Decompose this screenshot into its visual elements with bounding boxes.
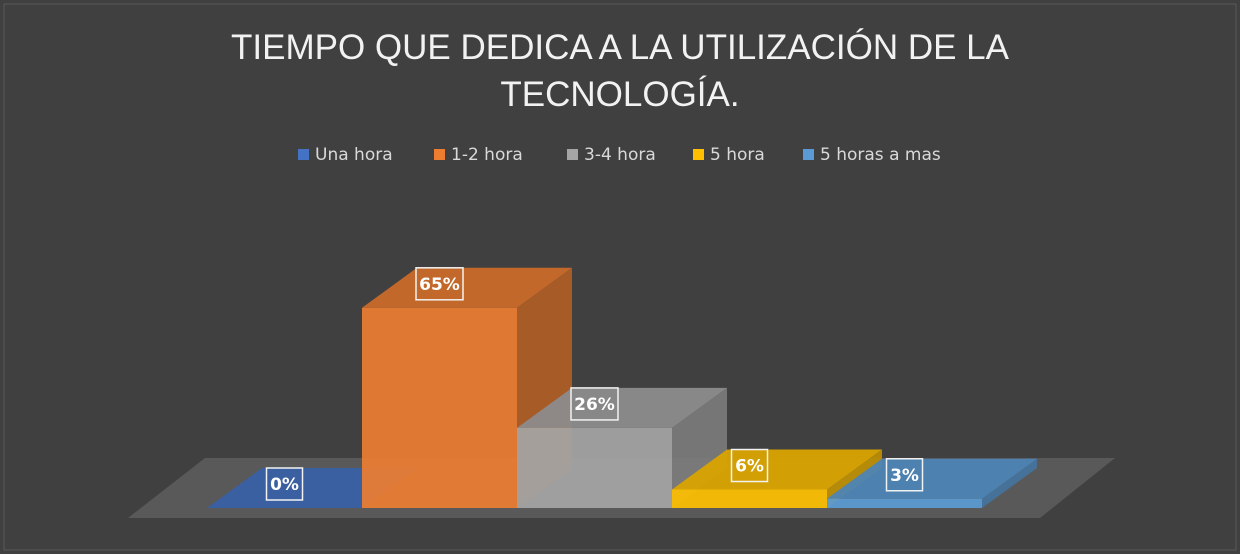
legend-label: 5 hora bbox=[710, 145, 765, 165]
legend-swatch bbox=[803, 149, 814, 160]
legend-swatch bbox=[567, 149, 578, 160]
legend-swatch bbox=[298, 149, 309, 160]
bar-face bbox=[982, 458, 1037, 508]
bar-face bbox=[517, 427, 672, 508]
data-label: 0% bbox=[270, 475, 299, 495]
bar-face bbox=[827, 498, 982, 508]
legend-swatch bbox=[434, 149, 445, 160]
data-label: 6% bbox=[735, 457, 764, 477]
bar-face bbox=[362, 307, 517, 508]
data-label-box bbox=[730, 448, 769, 483]
data-label-box bbox=[415, 267, 464, 301]
bar-face bbox=[362, 267, 572, 308]
legend-label: 3-4 hora bbox=[584, 145, 656, 165]
legend-label: Una hora bbox=[315, 145, 393, 165]
bar-face bbox=[517, 387, 727, 428]
bar bbox=[517, 387, 727, 508]
bar-face bbox=[672, 489, 827, 508]
data-label: 65% bbox=[419, 275, 460, 295]
chart-border bbox=[3, 3, 1237, 551]
legend-swatch bbox=[693, 149, 704, 160]
data-label: 3% bbox=[890, 466, 919, 486]
data-label-box bbox=[265, 467, 304, 501]
chart-title: TIEMPO QUE DEDICA A LA UTILIZACIÓN DE LA… bbox=[231, 28, 1009, 114]
legend-label: 1-2 hora bbox=[451, 145, 523, 165]
data-label-box bbox=[885, 458, 924, 492]
legend-label: 5 horas a mas bbox=[820, 145, 941, 165]
data-label: 26% bbox=[574, 395, 615, 415]
bar-face bbox=[672, 449, 882, 490]
bar bbox=[827, 458, 1037, 508]
data-label-box bbox=[570, 387, 619, 421]
bar-face bbox=[827, 458, 1037, 499]
bar bbox=[362, 267, 572, 508]
